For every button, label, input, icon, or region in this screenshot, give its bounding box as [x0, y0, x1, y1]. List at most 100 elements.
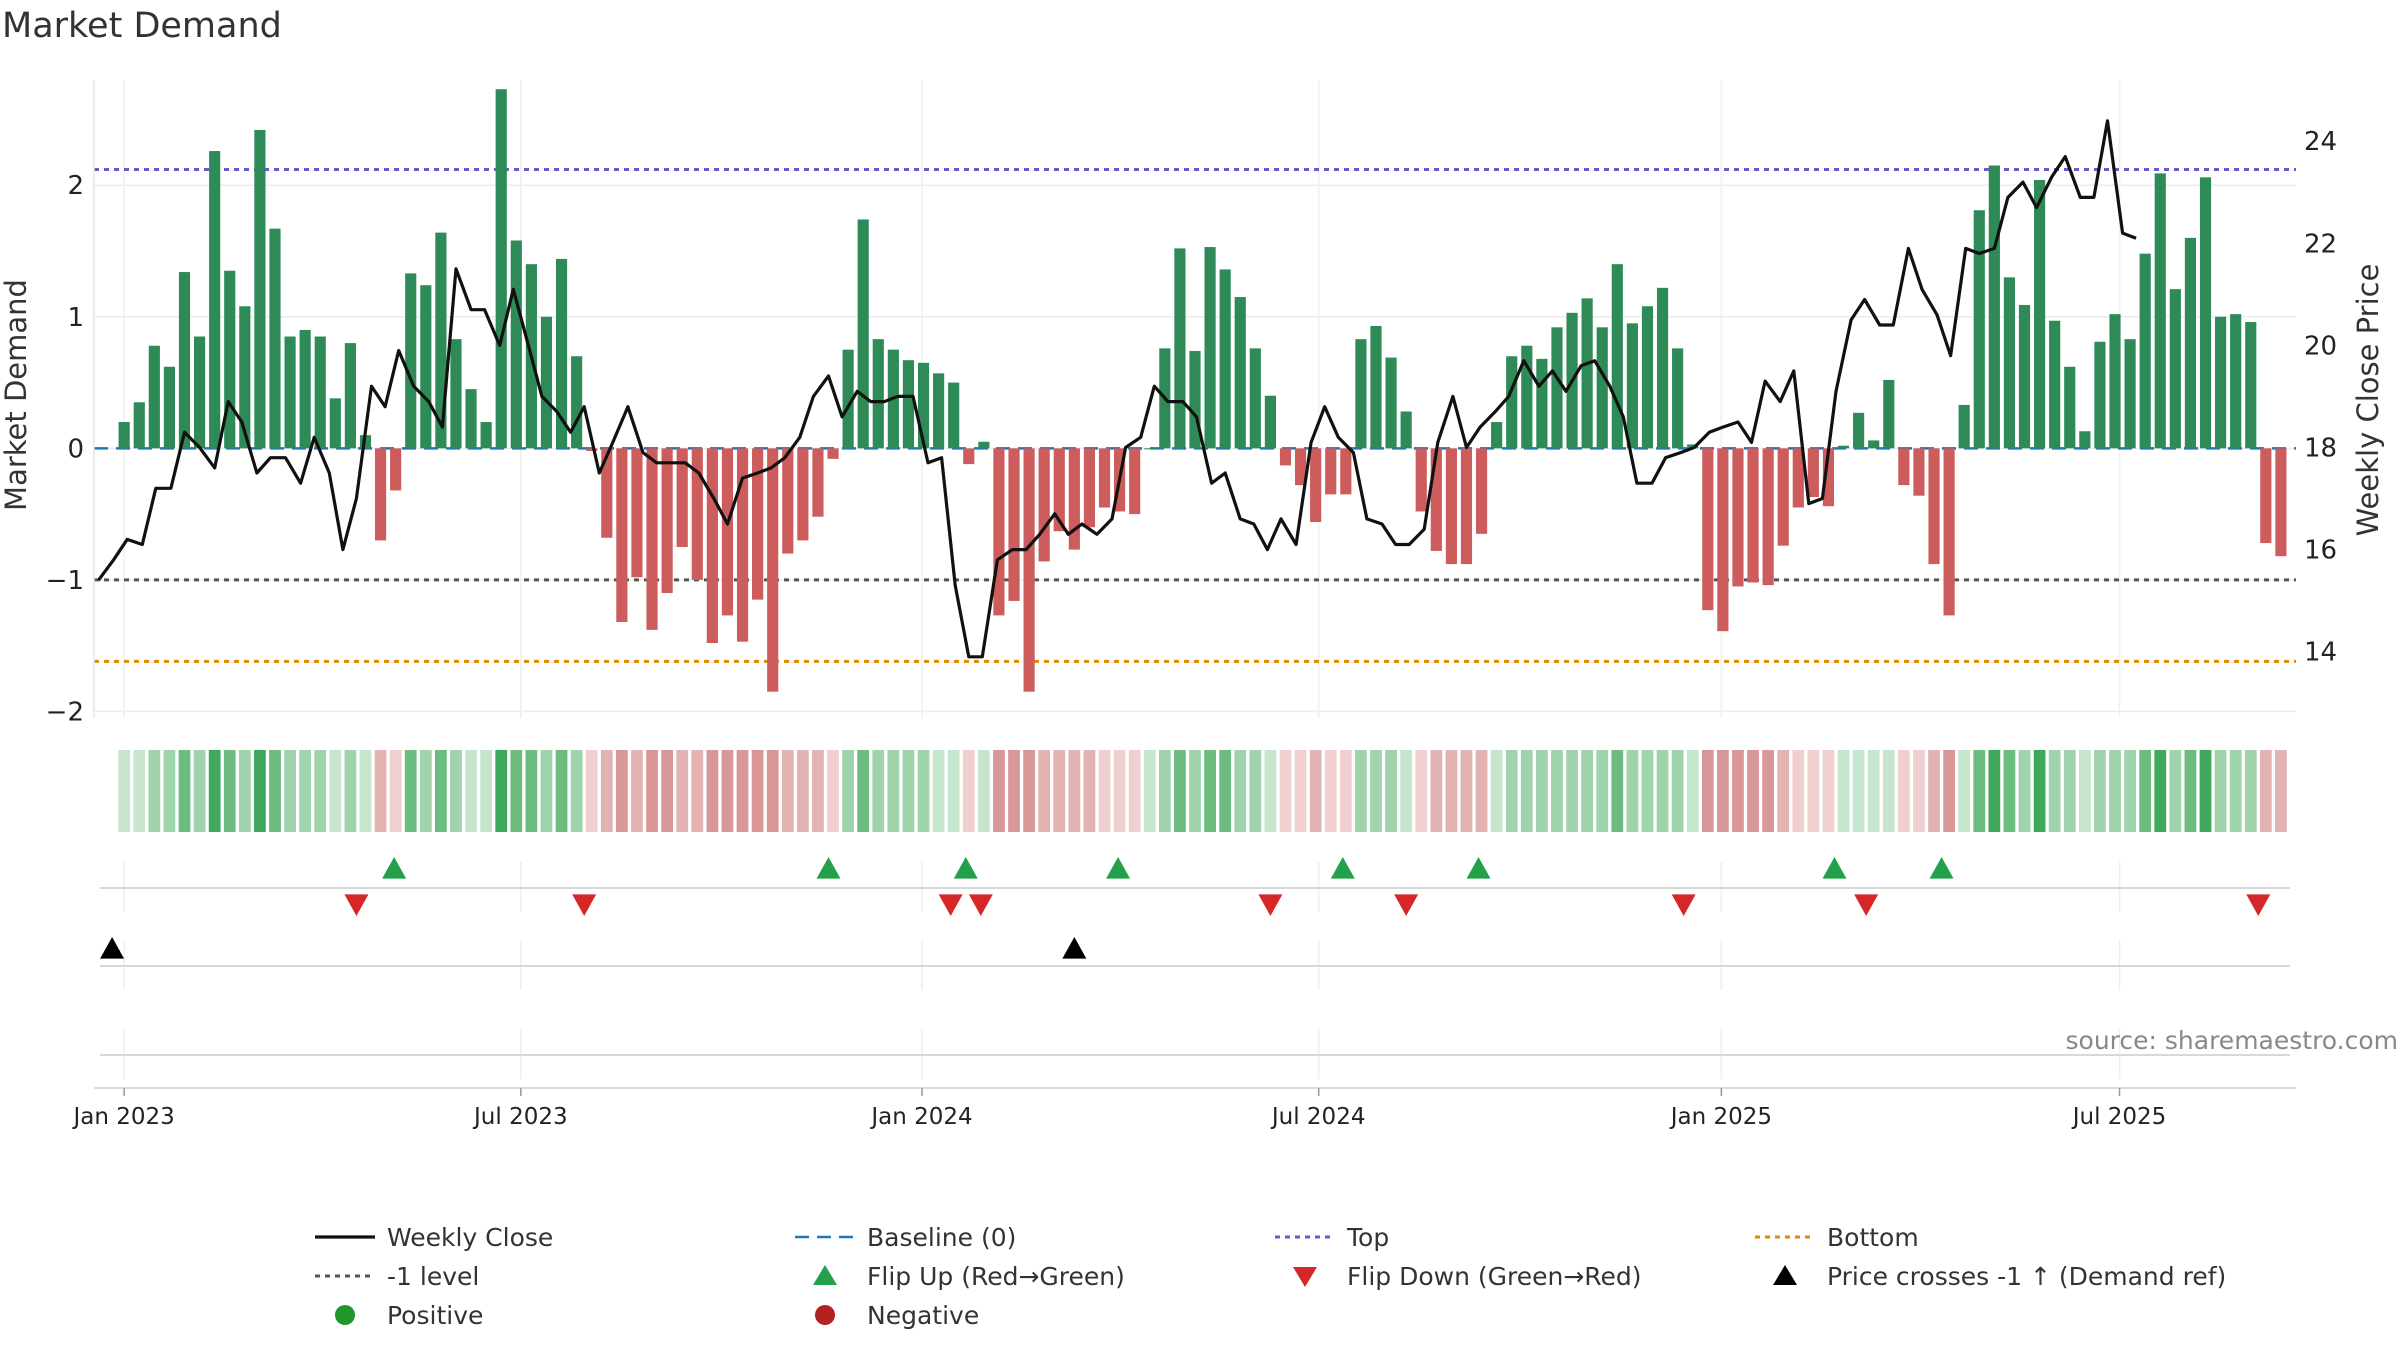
demand-bar — [555, 258, 568, 449]
heat-cell — [1732, 750, 1744, 832]
demand-bar — [435, 232, 447, 449]
heat-cell — [2169, 750, 2182, 832]
legend: Weekly Close Baseline (0) Top Bottom -1 leve… — [315, 1223, 2226, 1330]
heat-cell — [404, 750, 417, 832]
heat-cell — [932, 750, 945, 832]
heat-cell — [329, 750, 342, 832]
heat-cell — [631, 750, 643, 832]
legend-label: Flip Up (Red→Green) — [867, 1262, 1125, 1291]
demand-bar — [2275, 448, 2287, 557]
demand-bar — [1988, 165, 2000, 449]
heat-cell — [1460, 750, 1473, 832]
flip-up-marker — [1330, 857, 1355, 879]
demand-bar — [963, 448, 975, 465]
demand-bar — [797, 448, 809, 541]
demand-bar — [1370, 325, 1382, 449]
heat-cell — [1038, 750, 1051, 832]
heat-cell — [1686, 750, 1699, 832]
heat-cell — [284, 750, 296, 832]
demand-bar — [495, 89, 507, 449]
demand-bar — [1626, 323, 1638, 449]
legend-swatch-triangle — [1773, 1265, 1797, 1285]
heat-cell — [2154, 750, 2167, 832]
heat-cell — [1701, 750, 1714, 832]
demand-bar — [1445, 448, 1457, 565]
demand-bar — [1581, 298, 1593, 449]
flip-down-marker — [1671, 894, 1696, 916]
demand-bar — [736, 448, 749, 642]
heat-cell — [1536, 750, 1548, 832]
demand-bar — [1008, 448, 1020, 601]
demand-bar — [1868, 440, 1880, 449]
heat-cell — [2033, 750, 2046, 832]
legend-label: Bottom — [1827, 1223, 1919, 1252]
left-tick-label: −2 — [46, 697, 84, 727]
x-tick-label: Jul 2025 — [2071, 1104, 2167, 1130]
heat-cell — [1475, 750, 1488, 832]
heat-cell — [118, 750, 131, 832]
demand-bar — [1807, 448, 1819, 498]
heat-cell — [736, 750, 749, 832]
demand-bar — [2109, 314, 2121, 449]
demand-bar — [163, 366, 175, 449]
demand-bar — [405, 273, 417, 449]
demand-bar — [1264, 395, 1276, 449]
heat-cell — [1611, 750, 1624, 832]
heat-cell — [2275, 750, 2287, 832]
heat-cell — [962, 750, 975, 832]
demand-bar — [510, 240, 522, 449]
demand-bar — [1204, 247, 1216, 449]
heat-cell — [1943, 750, 1955, 832]
demand-bar — [1792, 448, 1804, 508]
heat-cell — [1264, 750, 1277, 832]
heat-cell — [1505, 750, 1518, 832]
demand-bar — [2034, 179, 2046, 449]
heat-cell — [1807, 750, 1820, 832]
heat-cell — [1400, 750, 1413, 832]
demand-bar — [782, 448, 794, 554]
demand-bar — [133, 402, 145, 449]
heat-cell — [1867, 750, 1880, 832]
demand-bar — [374, 448, 387, 541]
x-tick-label: Jan 2025 — [1669, 1104, 1772, 1130]
heat-cell — [1128, 750, 1141, 832]
x-tick-label: Jul 2024 — [1270, 1104, 1366, 1130]
demand-bar — [1491, 422, 1503, 449]
demand-bar — [1219, 269, 1231, 449]
demand-bar — [1430, 448, 1442, 551]
heat-cell — [796, 750, 809, 832]
demand-bar — [2079, 431, 2091, 449]
demand-bar — [148, 345, 160, 449]
demand-bar — [902, 360, 915, 449]
heat-cell — [1988, 750, 2001, 832]
heat-cell — [781, 750, 794, 832]
heat-cell — [465, 750, 477, 832]
heat-cell — [2124, 750, 2136, 832]
demand-bar — [646, 448, 658, 630]
heat-cell — [1581, 750, 1594, 832]
demand-bar — [1672, 348, 1684, 449]
demand-bar — [329, 398, 341, 449]
heat-cell — [1068, 750, 1081, 832]
demand-bar — [1536, 358, 1548, 449]
heat-cell — [555, 750, 568, 832]
flip-down-marker — [1394, 894, 1419, 916]
demand-bar — [1943, 448, 1955, 616]
demand-bar — [1189, 350, 1201, 449]
heat-cell — [540, 750, 553, 832]
heat-cell — [178, 750, 191, 832]
left-tick-label: 0 — [67, 434, 84, 464]
heat-cell — [1370, 750, 1382, 832]
heat-cell — [1189, 750, 1201, 832]
axes: 2 1 0 −1 −2 24 22 20 18 16 14 — [46, 80, 2337, 727]
heat-cell — [2229, 750, 2242, 832]
flip-up-marker — [1466, 857, 1491, 879]
demand-bar — [706, 448, 718, 644]
demand-bar — [254, 129, 266, 449]
heat-cell — [2259, 750, 2272, 832]
price-line-layer — [97, 119, 2137, 659]
heat-cell — [2003, 750, 2016, 832]
flip-up-marker — [953, 857, 978, 879]
demand-bar — [571, 356, 583, 449]
